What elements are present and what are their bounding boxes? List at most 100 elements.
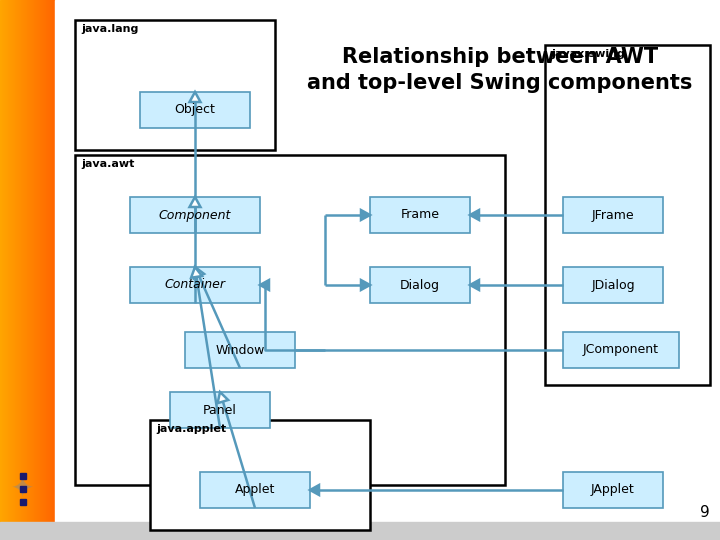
Bar	[17, 0, 18, 540]
Bar	[545, 45, 710, 385]
Bar	[43, 0, 44, 540]
Text: JDialog: JDialog	[591, 279, 635, 292]
Bar	[26, 0, 27, 540]
Text: Component: Component	[159, 208, 231, 221]
Bar	[130, 197, 260, 233]
Bar	[21, 0, 22, 540]
Text: JApplet: JApplet	[591, 483, 635, 496]
Bar	[12, 0, 13, 540]
Bar	[25, 0, 26, 540]
Bar	[42, 0, 43, 540]
Bar	[32, 0, 33, 540]
Bar	[20, 473, 26, 479]
Text: Panel: Panel	[203, 403, 237, 416]
Text: JFrame: JFrame	[592, 208, 634, 221]
Bar	[9, 0, 10, 540]
Bar	[563, 332, 679, 368]
Polygon shape	[189, 197, 200, 207]
Bar	[4, 0, 5, 540]
Bar	[47, 0, 48, 540]
Text: Applet: Applet	[235, 483, 275, 496]
Bar	[20, 499, 26, 505]
Bar	[45, 0, 46, 540]
Bar	[3, 0, 4, 540]
Text: Object: Object	[174, 104, 215, 117]
Bar	[53, 0, 54, 540]
Bar	[23, 0, 24, 540]
Bar	[6, 0, 7, 540]
Bar	[200, 472, 310, 508]
Bar	[51, 0, 52, 540]
Bar	[29, 0, 30, 540]
Bar	[150, 420, 370, 530]
Bar	[41, 0, 42, 540]
Bar	[170, 392, 270, 428]
Polygon shape	[310, 485, 319, 495]
Bar	[130, 267, 260, 303]
Text: 9: 9	[701, 505, 710, 520]
Text: java.lang: java.lang	[81, 24, 138, 34]
Bar	[11, 0, 12, 540]
Polygon shape	[470, 210, 479, 220]
Text: java.applet: java.applet	[156, 424, 226, 434]
Text: Container: Container	[164, 279, 225, 292]
Bar	[8, 0, 9, 540]
Bar	[19, 0, 20, 540]
Bar	[7, 0, 8, 540]
Text: JComponent: JComponent	[583, 343, 659, 356]
Bar	[15, 0, 16, 540]
Bar	[39, 0, 40, 540]
Text: Relationship between AWT
and top-level Swing components: Relationship between AWT and top-level S…	[307, 47, 693, 93]
Bar	[38, 0, 39, 540]
Polygon shape	[194, 267, 204, 279]
Bar	[2, 0, 3, 540]
Bar	[0, 522, 720, 540]
Bar	[5, 0, 6, 540]
Bar	[33, 0, 34, 540]
Bar	[52, 0, 53, 540]
Bar	[28, 0, 29, 540]
Bar	[30, 0, 31, 540]
Polygon shape	[361, 210, 370, 220]
Bar	[20, 0, 21, 540]
Bar	[370, 267, 470, 303]
Bar	[54, 0, 55, 540]
Bar	[40, 0, 41, 540]
Polygon shape	[470, 280, 479, 290]
Bar	[185, 332, 295, 368]
Bar	[18, 0, 19, 540]
Polygon shape	[217, 392, 228, 403]
Text: Dialog: Dialog	[400, 279, 440, 292]
Bar	[24, 0, 25, 540]
Bar	[49, 0, 50, 540]
Bar	[36, 0, 37, 540]
Bar	[563, 197, 663, 233]
Bar	[370, 197, 470, 233]
Bar	[563, 267, 663, 303]
Bar	[13, 0, 14, 540]
Bar	[34, 0, 35, 540]
Bar	[75, 155, 505, 485]
Text: Window: Window	[215, 343, 265, 356]
Bar	[20, 486, 26, 492]
Text: ✦: ✦	[10, 474, 34, 502]
Bar	[31, 0, 32, 540]
Text: java.awt: java.awt	[81, 159, 135, 169]
Polygon shape	[361, 280, 370, 290]
Bar	[10, 0, 11, 540]
Bar	[44, 0, 45, 540]
Bar	[27, 0, 28, 540]
Bar	[50, 0, 51, 540]
Text: javax.swing: javax.swing	[551, 49, 625, 59]
Polygon shape	[189, 92, 200, 102]
Bar	[22, 0, 23, 540]
Bar	[14, 0, 15, 540]
Bar	[37, 0, 38, 540]
Bar	[140, 92, 250, 128]
Bar	[48, 0, 49, 540]
Polygon shape	[191, 267, 202, 278]
Bar	[46, 0, 47, 540]
Bar	[35, 0, 36, 540]
Bar	[563, 472, 663, 508]
Bar	[0, 0, 1, 540]
